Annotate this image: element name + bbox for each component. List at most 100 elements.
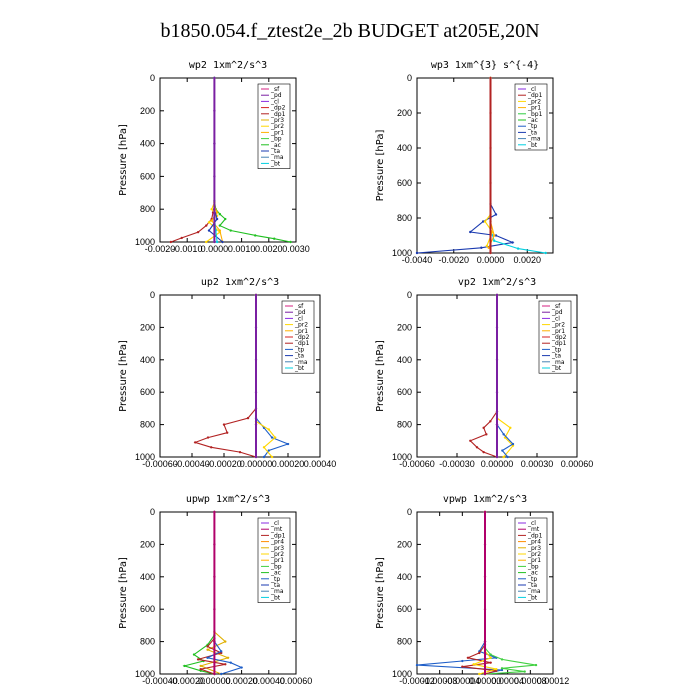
series-point bbox=[492, 234, 496, 237]
series-point bbox=[267, 428, 270, 431]
series-point bbox=[262, 446, 266, 449]
legend-label: _pr1 bbox=[294, 328, 308, 335]
series-point bbox=[262, 455, 266, 459]
y-tick-label: 200 bbox=[140, 322, 155, 332]
series-point bbox=[469, 230, 472, 234]
series-point bbox=[461, 665, 464, 668]
y-tick-label: 1000 bbox=[392, 248, 412, 258]
series-point bbox=[199, 664, 202, 668]
legend-label: _pr1 bbox=[551, 328, 565, 335]
y-tick-label: 200 bbox=[140, 539, 155, 549]
series-point bbox=[213, 109, 216, 113]
series-point bbox=[254, 358, 258, 361]
y-tick-label: 400 bbox=[397, 143, 412, 153]
series-point bbox=[218, 224, 222, 227]
series-point bbox=[210, 446, 213, 449]
series-point bbox=[516, 247, 520, 250]
series-point bbox=[215, 217, 219, 221]
legend-label: _ma bbox=[270, 588, 284, 595]
series-point bbox=[220, 650, 223, 653]
legend-label: _ma bbox=[527, 136, 541, 143]
series-point bbox=[415, 251, 419, 255]
series-point bbox=[199, 667, 202, 671]
x-tick-label: -0.00060 bbox=[142, 459, 178, 469]
x-tick-label: 0.0030 bbox=[282, 244, 310, 254]
x-tick-label: 0.00040 bbox=[253, 676, 286, 686]
series-point bbox=[224, 640, 227, 643]
legend-label: _pr1 bbox=[527, 557, 541, 564]
legend-label: _ma bbox=[551, 359, 565, 366]
x-tick-label: 0.0020 bbox=[514, 255, 542, 265]
y-axis-label: Pressure [hPa] bbox=[375, 340, 386, 412]
legend-label: _cl bbox=[270, 98, 279, 105]
y-tick-label: 1000 bbox=[392, 669, 412, 679]
series-point bbox=[213, 208, 216, 211]
series-point bbox=[273, 237, 276, 240]
series-point bbox=[213, 543, 216, 546]
y-tick-label: 200 bbox=[397, 322, 412, 332]
legend-label: _ta bbox=[527, 582, 537, 589]
series-point bbox=[213, 672, 216, 676]
y-tick-label: 1000 bbox=[392, 452, 412, 462]
legend-label: _pd bbox=[270, 92, 282, 99]
series-point bbox=[506, 455, 509, 459]
y-tick-label: 1000 bbox=[135, 669, 155, 679]
chart-panel: wp3 1xm^{3} s^{-4} Pressure [hPa] 0 200 400 6… bbox=[375, 60, 554, 265]
legend-label: _ta bbox=[294, 353, 304, 360]
y-tick-label: 600 bbox=[140, 171, 155, 181]
series-point bbox=[267, 449, 270, 452]
legend-label: _dp1 bbox=[294, 340, 310, 347]
legend-label: _bt bbox=[527, 142, 538, 149]
series-point bbox=[483, 510, 487, 514]
series-point bbox=[502, 433, 505, 436]
series-point bbox=[500, 667, 504, 670]
legend-label: _pr3 bbox=[270, 117, 284, 124]
legend-label: _dp2 bbox=[294, 334, 310, 341]
chart-panel: wp2 1xm^2/s^3 Pressure [hPa] 0 200 400 600 800… bbox=[118, 60, 310, 254]
legend-label: _pr2 bbox=[294, 322, 308, 329]
y-tick-label: 600 bbox=[397, 178, 412, 188]
legend-label: _ma bbox=[270, 154, 284, 161]
x-tick-label: -0.00012 bbox=[399, 676, 435, 686]
series-line bbox=[197, 512, 226, 675]
chart-panel: vpwp 1xm^2/s^3 Pressure [hPa] 0 200 400 600 80… bbox=[375, 494, 569, 686]
y-tick-label: 0 bbox=[150, 290, 155, 300]
legend-label: _cl bbox=[551, 315, 560, 322]
x-tick-label: -0.00020 bbox=[206, 459, 242, 469]
series-point bbox=[213, 640, 216, 643]
legend-label: _sf bbox=[551, 303, 561, 310]
series-point bbox=[494, 213, 498, 216]
legend-label: _cl bbox=[527, 520, 536, 527]
series-point bbox=[206, 648, 209, 651]
series-point bbox=[207, 221, 211, 224]
y-tick-label: 400 bbox=[140, 355, 155, 365]
series-point bbox=[213, 575, 216, 578]
series-point bbox=[544, 251, 547, 255]
y-axis-label: Pressure [hPa] bbox=[118, 124, 129, 196]
series-point bbox=[489, 146, 492, 150]
series-point bbox=[289, 240, 292, 244]
legend-label: _ma bbox=[527, 588, 541, 595]
series-point bbox=[481, 220, 485, 223]
y-axis-label: Pressure [hPa] bbox=[375, 130, 386, 202]
y-tick-label: 400 bbox=[140, 139, 155, 149]
x-tick-label: -0.0040 bbox=[402, 255, 433, 265]
legend-label: _bt bbox=[270, 594, 281, 601]
series-point bbox=[489, 251, 492, 255]
series-point bbox=[492, 239, 496, 242]
y-tick-label: 800 bbox=[397, 420, 412, 430]
series-point bbox=[180, 236, 183, 240]
x-tick-label: 0.00020 bbox=[225, 676, 258, 686]
legend-label: _tp bbox=[551, 346, 561, 353]
series-point bbox=[478, 672, 481, 676]
legend-label: _pr3 bbox=[527, 545, 541, 552]
x-tick-label: -0.00008 bbox=[422, 676, 458, 686]
legend-label: _pr2 bbox=[551, 322, 565, 329]
series-point bbox=[254, 455, 258, 459]
series-point bbox=[523, 670, 526, 673]
x-tick-label: -0.00040 bbox=[174, 459, 210, 469]
legend-label: _tp bbox=[270, 576, 280, 583]
x-tick-label: 0.00000 bbox=[481, 459, 514, 469]
series-point bbox=[466, 656, 470, 659]
